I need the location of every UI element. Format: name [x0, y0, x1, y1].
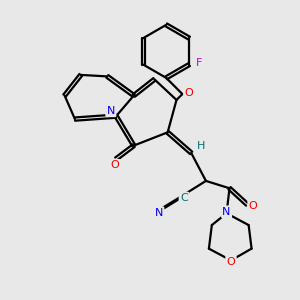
Text: N: N: [222, 207, 231, 217]
Text: N: N: [107, 106, 115, 116]
Text: H: H: [196, 142, 205, 152]
Text: C: C: [180, 193, 188, 203]
Text: O: O: [249, 201, 257, 211]
Text: O: O: [184, 88, 193, 98]
Text: N: N: [154, 208, 163, 218]
Text: F: F: [195, 58, 202, 68]
Text: O: O: [226, 257, 235, 267]
Text: O: O: [110, 160, 119, 170]
